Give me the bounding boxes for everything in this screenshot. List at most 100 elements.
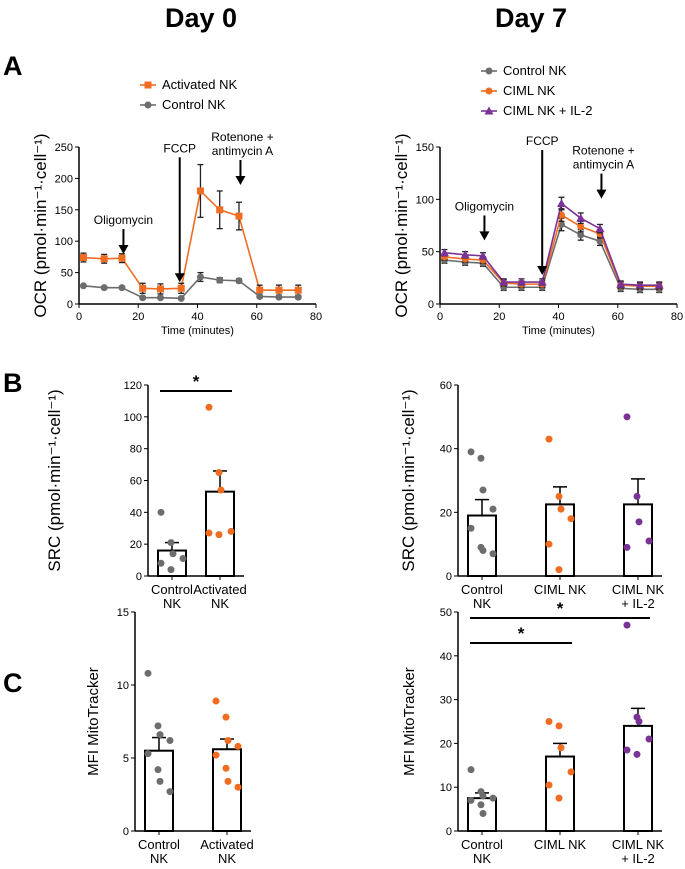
c0-y-tick-label: 0 xyxy=(123,826,129,838)
c0-data-point xyxy=(212,697,220,705)
a7-data-point xyxy=(556,199,566,208)
a0-data-point xyxy=(118,254,126,262)
a0-annotation-arrow-head xyxy=(174,273,185,283)
b7-data-point xyxy=(545,540,553,548)
c7-data-point xyxy=(623,621,631,629)
a0-data-point xyxy=(196,273,204,281)
b0-y-tick-label: 40 xyxy=(130,507,142,519)
a7-data-point xyxy=(478,251,488,260)
a0-x-tick-label: 60 xyxy=(251,311,263,323)
b7-y-axis-label: SRC (pmol·min⁻¹·cell⁻¹) xyxy=(399,389,418,571)
c7-data-point xyxy=(545,718,553,725)
a0-y-tick-label: 100 xyxy=(55,236,73,248)
b7-data-point xyxy=(623,543,631,551)
panel-label-a: A xyxy=(3,51,23,81)
c7-data-point xyxy=(555,722,563,730)
a0-x-tick-label: 20 xyxy=(132,311,144,323)
a0-data-point xyxy=(256,286,264,294)
a0-legend-marker xyxy=(144,81,152,89)
a0-data-point xyxy=(156,294,164,302)
b7-data-point xyxy=(557,505,565,513)
a7-annotation-label: FCCP xyxy=(526,134,559,148)
a0-data-point xyxy=(235,212,243,220)
b0-data-point xyxy=(205,529,213,537)
a7-series-line-2 xyxy=(444,202,660,286)
panel-label-b: B xyxy=(3,368,23,398)
b7-data-point xyxy=(489,505,497,513)
b7-category-label: + IL-2 xyxy=(621,596,655,611)
c0-data-point xyxy=(222,764,230,772)
a0-annotation-arrow-head xyxy=(118,245,129,255)
b0-data-point xyxy=(205,403,213,411)
c0-y-tick-label: 5 xyxy=(123,753,129,765)
c7-category-label: CIML NK xyxy=(534,837,587,852)
a7-legend-marker xyxy=(485,87,493,95)
a7-legend-label: Control NK xyxy=(503,63,567,78)
a0-annotation-arrow-head xyxy=(235,175,246,185)
b7-data-point xyxy=(479,547,487,555)
a7-y-tick-label: 100 xyxy=(416,194,434,206)
a7-legend-marker xyxy=(485,67,493,75)
b7-data-point xyxy=(477,454,485,462)
a0-data-point xyxy=(216,276,224,284)
c7-significance-label: * xyxy=(557,599,564,618)
a7-data-point xyxy=(439,248,449,257)
a0-data-point xyxy=(235,277,243,285)
a7-data-point xyxy=(537,277,547,286)
b7-data-point xyxy=(633,492,641,500)
a0-data-point xyxy=(196,187,204,195)
b0-category-label: Control xyxy=(151,582,193,597)
b0-y-tick-label: 60 xyxy=(130,476,142,488)
a7-data-point xyxy=(635,280,645,289)
c7-data-point xyxy=(557,744,565,752)
a0-legend-label: Activated NK xyxy=(162,77,237,92)
a0-annotation-label: FCCP xyxy=(163,141,196,155)
c7-data-point xyxy=(555,794,563,802)
a7-data-point xyxy=(577,231,585,239)
b0-data-point xyxy=(157,559,165,567)
a0-y-tick-label: 50 xyxy=(61,268,73,280)
b7-y-tick-label: 20 xyxy=(440,507,452,519)
a0-x-tick-label: 0 xyxy=(76,311,82,323)
b0-data-point xyxy=(215,531,223,539)
a0-series-line-1 xyxy=(83,276,299,300)
b7-data-point xyxy=(555,492,563,500)
a0-y-tick-label: 200 xyxy=(55,173,73,185)
b7-y-tick-label: 60 xyxy=(440,380,452,392)
c0-data-point xyxy=(156,777,164,785)
a7-data-point xyxy=(577,223,585,231)
c7-data-point xyxy=(645,735,653,743)
a0-y-tick-label: 0 xyxy=(67,299,73,311)
c7-bar xyxy=(623,724,653,833)
a0-data-point xyxy=(79,254,87,262)
b0-y-tick-label: 20 xyxy=(130,539,142,551)
a0-data-point xyxy=(294,293,302,301)
b7-data-point xyxy=(545,435,553,443)
b0-category-label: NK xyxy=(163,596,181,611)
c0-y-axis-label-group: MFI MitoTracker xyxy=(85,667,102,776)
c7-data-point xyxy=(489,794,497,802)
c0-data-point xyxy=(144,750,152,758)
a7-y-tick-label: 150 xyxy=(416,142,434,154)
c7-y-tick-label: 50 xyxy=(440,607,452,619)
c7-data-point xyxy=(479,792,487,800)
c0-data-point xyxy=(156,731,164,739)
a0-data-point xyxy=(216,206,224,214)
a7-y-axis-label-group: OCR (pmol·min⁻¹·cell⁻¹) xyxy=(392,133,411,317)
b7-category-label: CIML NK xyxy=(534,582,587,597)
c7-data-point xyxy=(623,746,631,754)
b7-y-axis-label-group: SRC (pmol·min⁻¹·cell⁻¹) xyxy=(399,389,418,571)
panel-label-c: C xyxy=(3,668,23,698)
a0-y-tick-label: 150 xyxy=(55,205,73,217)
c0-y-axis-label: MFI MitoTracker xyxy=(85,667,102,776)
c7-y-tick-label: 0 xyxy=(446,826,452,838)
a0-data-point xyxy=(100,284,108,292)
a0-legend-marker xyxy=(144,101,152,109)
a7-x-tick-label: 80 xyxy=(671,311,683,323)
a0-data-point xyxy=(256,292,264,300)
b0-category-label: NK xyxy=(211,596,229,611)
c7-y-axis-label: MFI MitoTracker xyxy=(401,667,418,776)
c0-category-label: NK xyxy=(218,851,236,866)
a0-data-point xyxy=(177,294,185,302)
a0-y-axis-label: OCR (pmol·min⁻¹·cell⁻¹) xyxy=(31,133,50,317)
